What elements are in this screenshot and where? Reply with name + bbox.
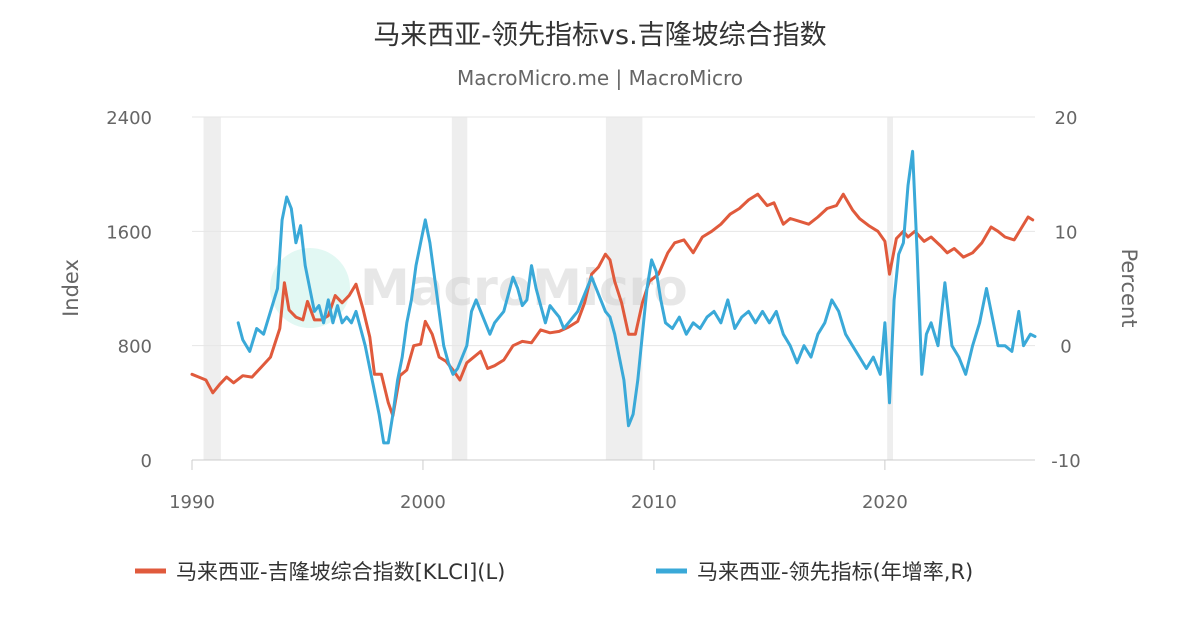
legend-label-klci: 马来西亚-吉隆坡综合指数[KLCI](L) [176, 560, 505, 584]
recession-band-2 [605, 117, 643, 460]
y-right-ticks: -10 0 10 20 [1051, 108, 1080, 472]
y-left-tick-label: 1600 [106, 222, 152, 243]
y-left-tick-label: 800 [118, 337, 152, 358]
y-left-tick-label: 0 [141, 451, 152, 472]
x-tick-label: 2020 [862, 492, 908, 513]
legend-label-leading: 马来西亚-领先指标(年增率,R) [697, 560, 973, 584]
y-right-axis-title: Percent [1117, 248, 1141, 327]
series-lines [190, 149, 1037, 445]
recession-band-0 [203, 117, 221, 460]
y-right-tick-label: 0 [1060, 337, 1071, 358]
y-right-tick-label: 10 [1055, 222, 1078, 243]
y-right-tick-label: -10 [1051, 451, 1080, 472]
chart-title: 马来西亚-领先指标vs.吉隆坡综合指数 [373, 20, 826, 51]
x-axis-ticks: 1990 2000 2010 2020 [169, 460, 908, 513]
y-right-tick-label: 20 [1055, 108, 1078, 129]
y-left-tick-label: 2400 [106, 108, 152, 129]
x-tick-label: 2000 [400, 492, 446, 513]
recession-band-3 [887, 117, 893, 460]
series-line-leading [236, 149, 1037, 445]
y-left-axis-title: Index [59, 259, 83, 317]
legend: 马来西亚-吉隆坡综合指数[KLCI](L) 马来西亚-领先指标(年增率,R) [135, 560, 973, 584]
x-tick-label: 2010 [631, 492, 677, 513]
y-left-ticks: 0 800 1600 2400 [106, 108, 152, 472]
chart-subtitle: MacroMicro.me | MacroMicro [457, 66, 743, 90]
grid-lines [192, 116, 1035, 347]
x-tick-label: 1990 [169, 492, 215, 513]
